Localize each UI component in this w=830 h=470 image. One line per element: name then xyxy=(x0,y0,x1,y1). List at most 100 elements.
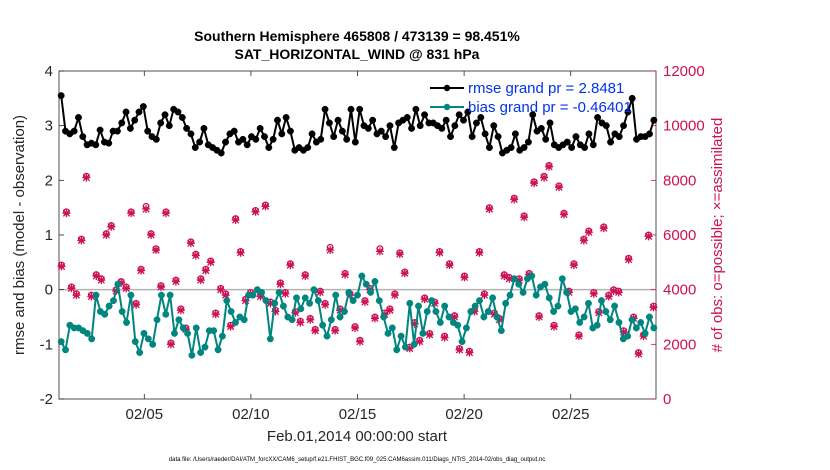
bias-point xyxy=(506,291,514,299)
obs-assimilated-point xyxy=(301,272,310,280)
bias-point xyxy=(401,343,409,351)
obs-assimilated-point xyxy=(226,322,235,331)
rmse-point xyxy=(113,127,121,135)
y-tick-label: 1 xyxy=(45,227,53,244)
rmse-point xyxy=(278,130,286,138)
rmse-point xyxy=(187,130,195,138)
bias-point xyxy=(301,294,309,302)
obs-assimilated-point xyxy=(440,333,449,342)
obs-assimilated-point xyxy=(415,337,424,346)
bias-point xyxy=(563,288,571,296)
rmse-point xyxy=(122,108,130,116)
bias-point xyxy=(175,316,183,324)
obs-assimilated-point xyxy=(624,255,633,264)
obs-assimilated-point xyxy=(604,292,613,301)
rmse-point xyxy=(529,111,537,119)
rmse-point xyxy=(615,133,623,141)
rmse-point xyxy=(265,144,273,151)
rmse-point xyxy=(568,144,576,151)
obs-assimilated-point xyxy=(107,222,116,231)
bias-point xyxy=(214,346,222,354)
bias-point xyxy=(371,278,379,285)
bias-point xyxy=(558,275,566,283)
obs-assimilated-point xyxy=(470,307,479,316)
rmse-point xyxy=(230,127,238,135)
rmse-point xyxy=(139,103,147,110)
bias-point xyxy=(380,313,388,321)
legend-bias-marker xyxy=(443,103,451,111)
rmse-point xyxy=(451,122,459,130)
bias-point xyxy=(410,340,418,348)
rmse-point xyxy=(351,138,359,146)
bias-point xyxy=(576,319,584,326)
rmse-point xyxy=(222,138,230,146)
bias-point xyxy=(118,308,126,315)
bias-point xyxy=(162,310,170,318)
bias-point xyxy=(131,338,139,346)
rmse-point xyxy=(356,105,364,113)
obs-assimilated-point xyxy=(231,215,240,224)
rmse-point xyxy=(628,94,636,102)
obs-assimilated-point xyxy=(211,310,220,319)
bias-point xyxy=(262,297,270,305)
bias-point xyxy=(554,302,562,310)
obs-assimilated-point xyxy=(286,261,295,270)
obs-assimilated-point xyxy=(465,348,474,357)
bias-point xyxy=(92,291,100,299)
obs-assimilated-point xyxy=(420,295,429,304)
bias-point xyxy=(293,294,300,302)
rmse-point xyxy=(96,126,104,134)
obs-assimilated-point xyxy=(360,297,369,306)
obs-assimilated-point xyxy=(355,337,364,346)
rmse-point xyxy=(607,138,615,146)
rmse-point xyxy=(126,124,134,132)
obs-assimilated-point xyxy=(599,224,608,233)
rmse-point xyxy=(485,144,493,151)
obs-assimilated-point xyxy=(530,179,539,188)
rmse-point xyxy=(386,122,394,130)
obs-assimilated-point xyxy=(460,273,469,282)
obs-assimilated-point xyxy=(316,288,325,297)
bias-point xyxy=(306,299,314,307)
y2-axis-label: # of obs: o=possible; ×=assimilated xyxy=(709,118,726,353)
rmse-point xyxy=(165,122,173,130)
bias-point xyxy=(489,294,497,302)
rmse-point xyxy=(343,135,351,143)
bias-point xyxy=(332,291,340,299)
bias-point xyxy=(471,302,479,310)
rmse-point xyxy=(442,116,450,124)
bias-point xyxy=(275,288,283,296)
obs-assimilated-point xyxy=(425,330,434,339)
legend: rmse grand pr = 2.8481 bias grand pr = -0… xyxy=(430,80,632,116)
obs-assimilated-point xyxy=(390,291,399,300)
bias-point xyxy=(179,324,187,332)
rmse-point xyxy=(477,114,485,121)
bias-point xyxy=(515,280,523,288)
bias-point xyxy=(210,327,218,335)
bias-point xyxy=(397,332,405,340)
rmse-point xyxy=(468,133,476,141)
rmse-point xyxy=(390,144,398,151)
rmse-point xyxy=(304,144,312,151)
bias-point xyxy=(375,297,383,305)
obs-assimilated-point xyxy=(67,284,76,293)
rmse-point xyxy=(416,122,424,130)
obs-assimilated-point xyxy=(450,313,459,321)
rmse-point xyxy=(252,135,260,143)
bias-point xyxy=(127,291,135,299)
rmse-point xyxy=(174,108,182,116)
obs-assimilated-point xyxy=(171,277,180,286)
rmse-point xyxy=(403,114,411,121)
obs-assimilated-point xyxy=(370,314,379,323)
bias-point xyxy=(593,321,601,329)
bias-point xyxy=(288,316,296,324)
obs-assimilated-point xyxy=(545,162,554,171)
obs-assimilated-point xyxy=(535,313,544,321)
bias-point xyxy=(323,332,331,340)
legend-bias-label: bias grand pr = -0.46401 xyxy=(468,99,632,116)
obs-assimilated-point xyxy=(276,280,285,289)
obs-assimilated-point xyxy=(176,306,185,315)
bias-point xyxy=(646,313,653,321)
rmse-point xyxy=(131,116,139,124)
obs-assimilated-point xyxy=(480,291,489,300)
